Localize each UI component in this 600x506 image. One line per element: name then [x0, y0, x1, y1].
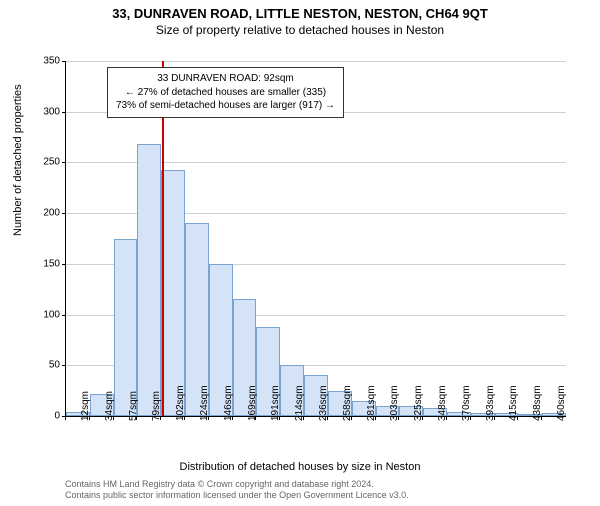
xtick-mark: [327, 416, 328, 420]
chart-container: 33, DUNRAVEN ROAD, LITTLE NESTON, NESTON…: [0, 6, 600, 506]
ytick-mark: [62, 213, 66, 214]
ytick-label: 350: [20, 56, 60, 67]
histogram-bar: [114, 239, 138, 417]
xtick-mark: [65, 416, 66, 420]
ytick-label: 150: [20, 258, 60, 269]
ytick-label: 200: [20, 208, 60, 219]
ytick-mark: [62, 264, 66, 265]
ytick-mark: [62, 162, 66, 163]
xtick-mark: [160, 416, 161, 420]
xtick-mark: [517, 416, 518, 420]
ytick-label: 0: [20, 411, 60, 422]
chart-plot-area: 33 DUNRAVEN ROAD: 92sqm ← 27% of detache…: [65, 61, 565, 416]
annotation-line-2: ← 27% of detached houses are smaller (33…: [116, 86, 335, 100]
ytick-mark: [62, 61, 66, 62]
annotation-box: 33 DUNRAVEN ROAD: 92sqm ← 27% of detache…: [107, 67, 344, 118]
xtick-mark: [375, 416, 376, 420]
xtick-mark: [136, 416, 137, 420]
chart-title-sub: Size of property relative to detached ho…: [0, 23, 600, 37]
xtick-mark: [541, 416, 542, 420]
xtick-mark: [470, 416, 471, 420]
annotation-line-3: 73% of semi-detached houses are larger (…: [116, 99, 335, 113]
annotation-line-1: 33 DUNRAVEN ROAD: 92sqm: [116, 72, 335, 86]
xtick-mark: [184, 416, 185, 420]
ytick-label: 100: [20, 309, 60, 320]
histogram-bar: [161, 170, 185, 416]
ytick-mark: [62, 112, 66, 113]
xtick-mark: [89, 416, 90, 420]
gridline: [66, 61, 566, 62]
x-axis-label: Distribution of detached houses by size …: [0, 461, 600, 473]
xtick-label: 460sqm: [556, 385, 567, 421]
chart-title-main: 33, DUNRAVEN ROAD, LITTLE NESTON, NESTON…: [0, 6, 600, 21]
attribution-line-1: Contains HM Land Registry data © Crown c…: [65, 479, 409, 490]
xtick-mark: [208, 416, 209, 420]
xtick-mark: [494, 416, 495, 420]
xtick-mark: [232, 416, 233, 420]
xtick-mark: [446, 416, 447, 420]
ytick-mark: [62, 315, 66, 316]
xtick-mark: [351, 416, 352, 420]
xtick-mark: [113, 416, 114, 420]
xtick-mark: [303, 416, 304, 420]
xtick-mark: [279, 416, 280, 420]
ytick-label: 300: [20, 106, 60, 117]
xtick-mark: [398, 416, 399, 420]
attribution-text: Contains HM Land Registry data © Crown c…: [65, 479, 409, 502]
histogram-bar: [137, 144, 161, 416]
xtick-mark: [255, 416, 256, 420]
ytick-label: 50: [20, 360, 60, 371]
ytick-mark: [62, 365, 66, 366]
xtick-mark: [422, 416, 423, 420]
ytick-label: 250: [20, 157, 60, 168]
